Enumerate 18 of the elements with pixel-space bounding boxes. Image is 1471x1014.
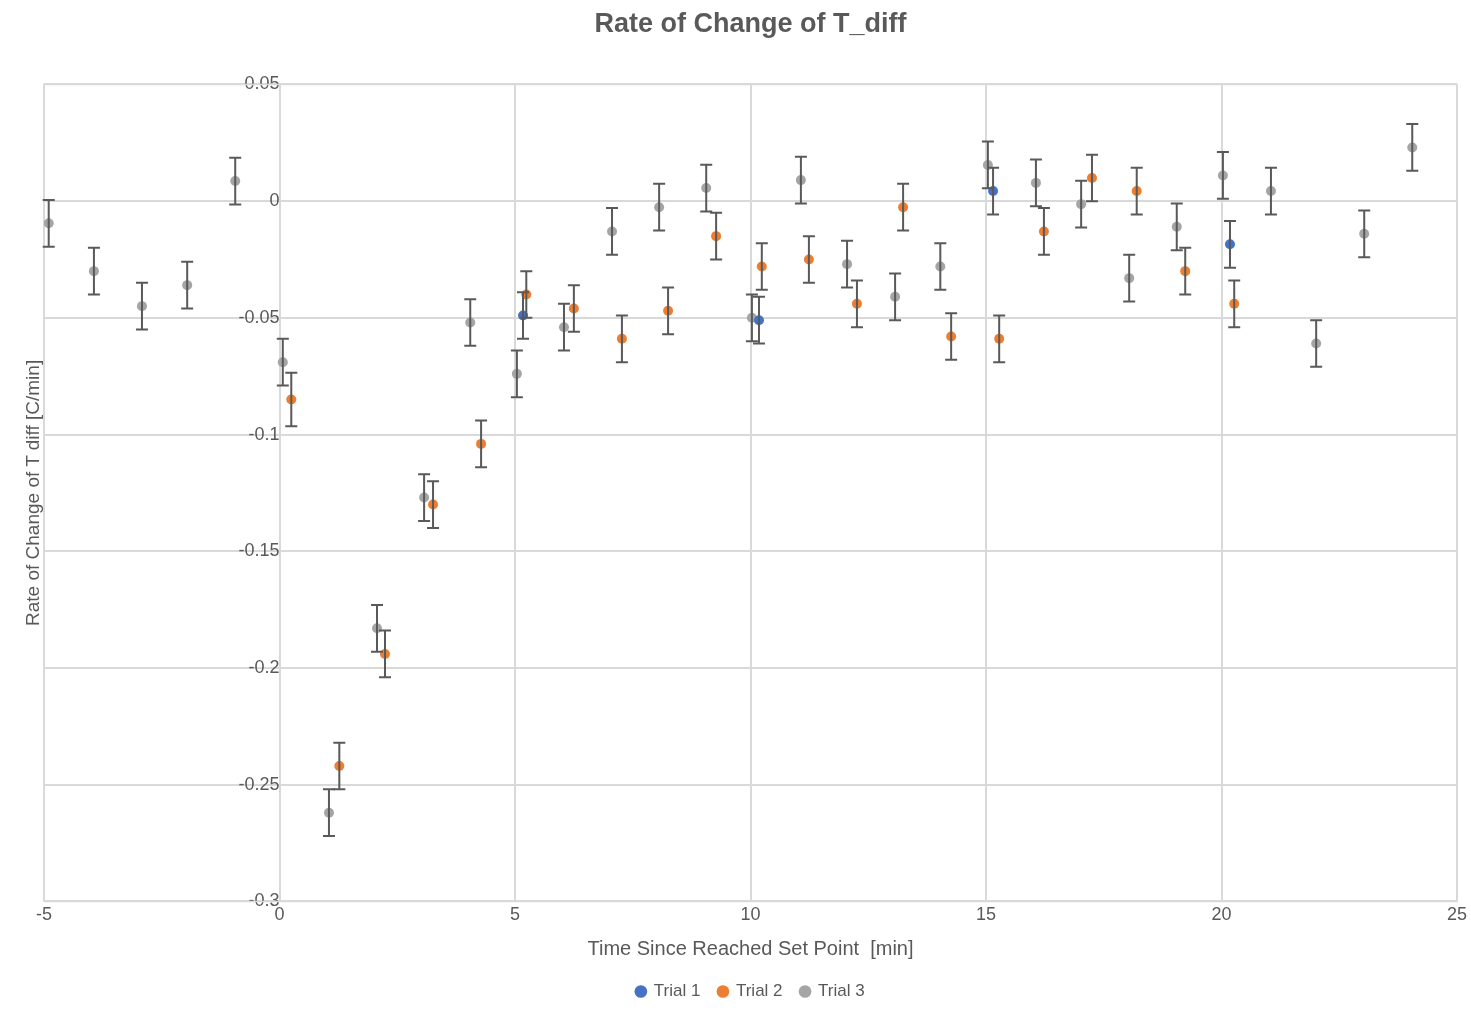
y-tick-label: -0.15 (238, 540, 280, 561)
y-tick-label: 0 (269, 190, 280, 211)
x-tick-label: 20 (1211, 904, 1232, 925)
x-tick-label: 25 (1446, 904, 1468, 925)
y-tick-label: -0.1 (248, 423, 280, 444)
y-axis-title: Rate of Change of T diff [C/min] (22, 359, 44, 626)
x-tick-label: 10 (740, 904, 761, 925)
x-tick-label: 15 (975, 904, 997, 925)
x-axis-title: Time Since Reached Set Point [min] (587, 936, 914, 959)
legend-label: Trial 2 (735, 981, 783, 1001)
y-tick-label: -0.05 (238, 306, 280, 327)
legend-label: Trial 3 (818, 981, 865, 1001)
chart-title: Rate of Change of T_diff (594, 7, 908, 38)
x-tick-label: -5 (35, 904, 53, 925)
legend-label: Trial 1 (653, 981, 701, 1001)
y-tick-label: -0.2 (248, 656, 280, 677)
x-tick-label: 5 (509, 904, 521, 925)
y-tick-label: -0.25 (238, 773, 280, 794)
